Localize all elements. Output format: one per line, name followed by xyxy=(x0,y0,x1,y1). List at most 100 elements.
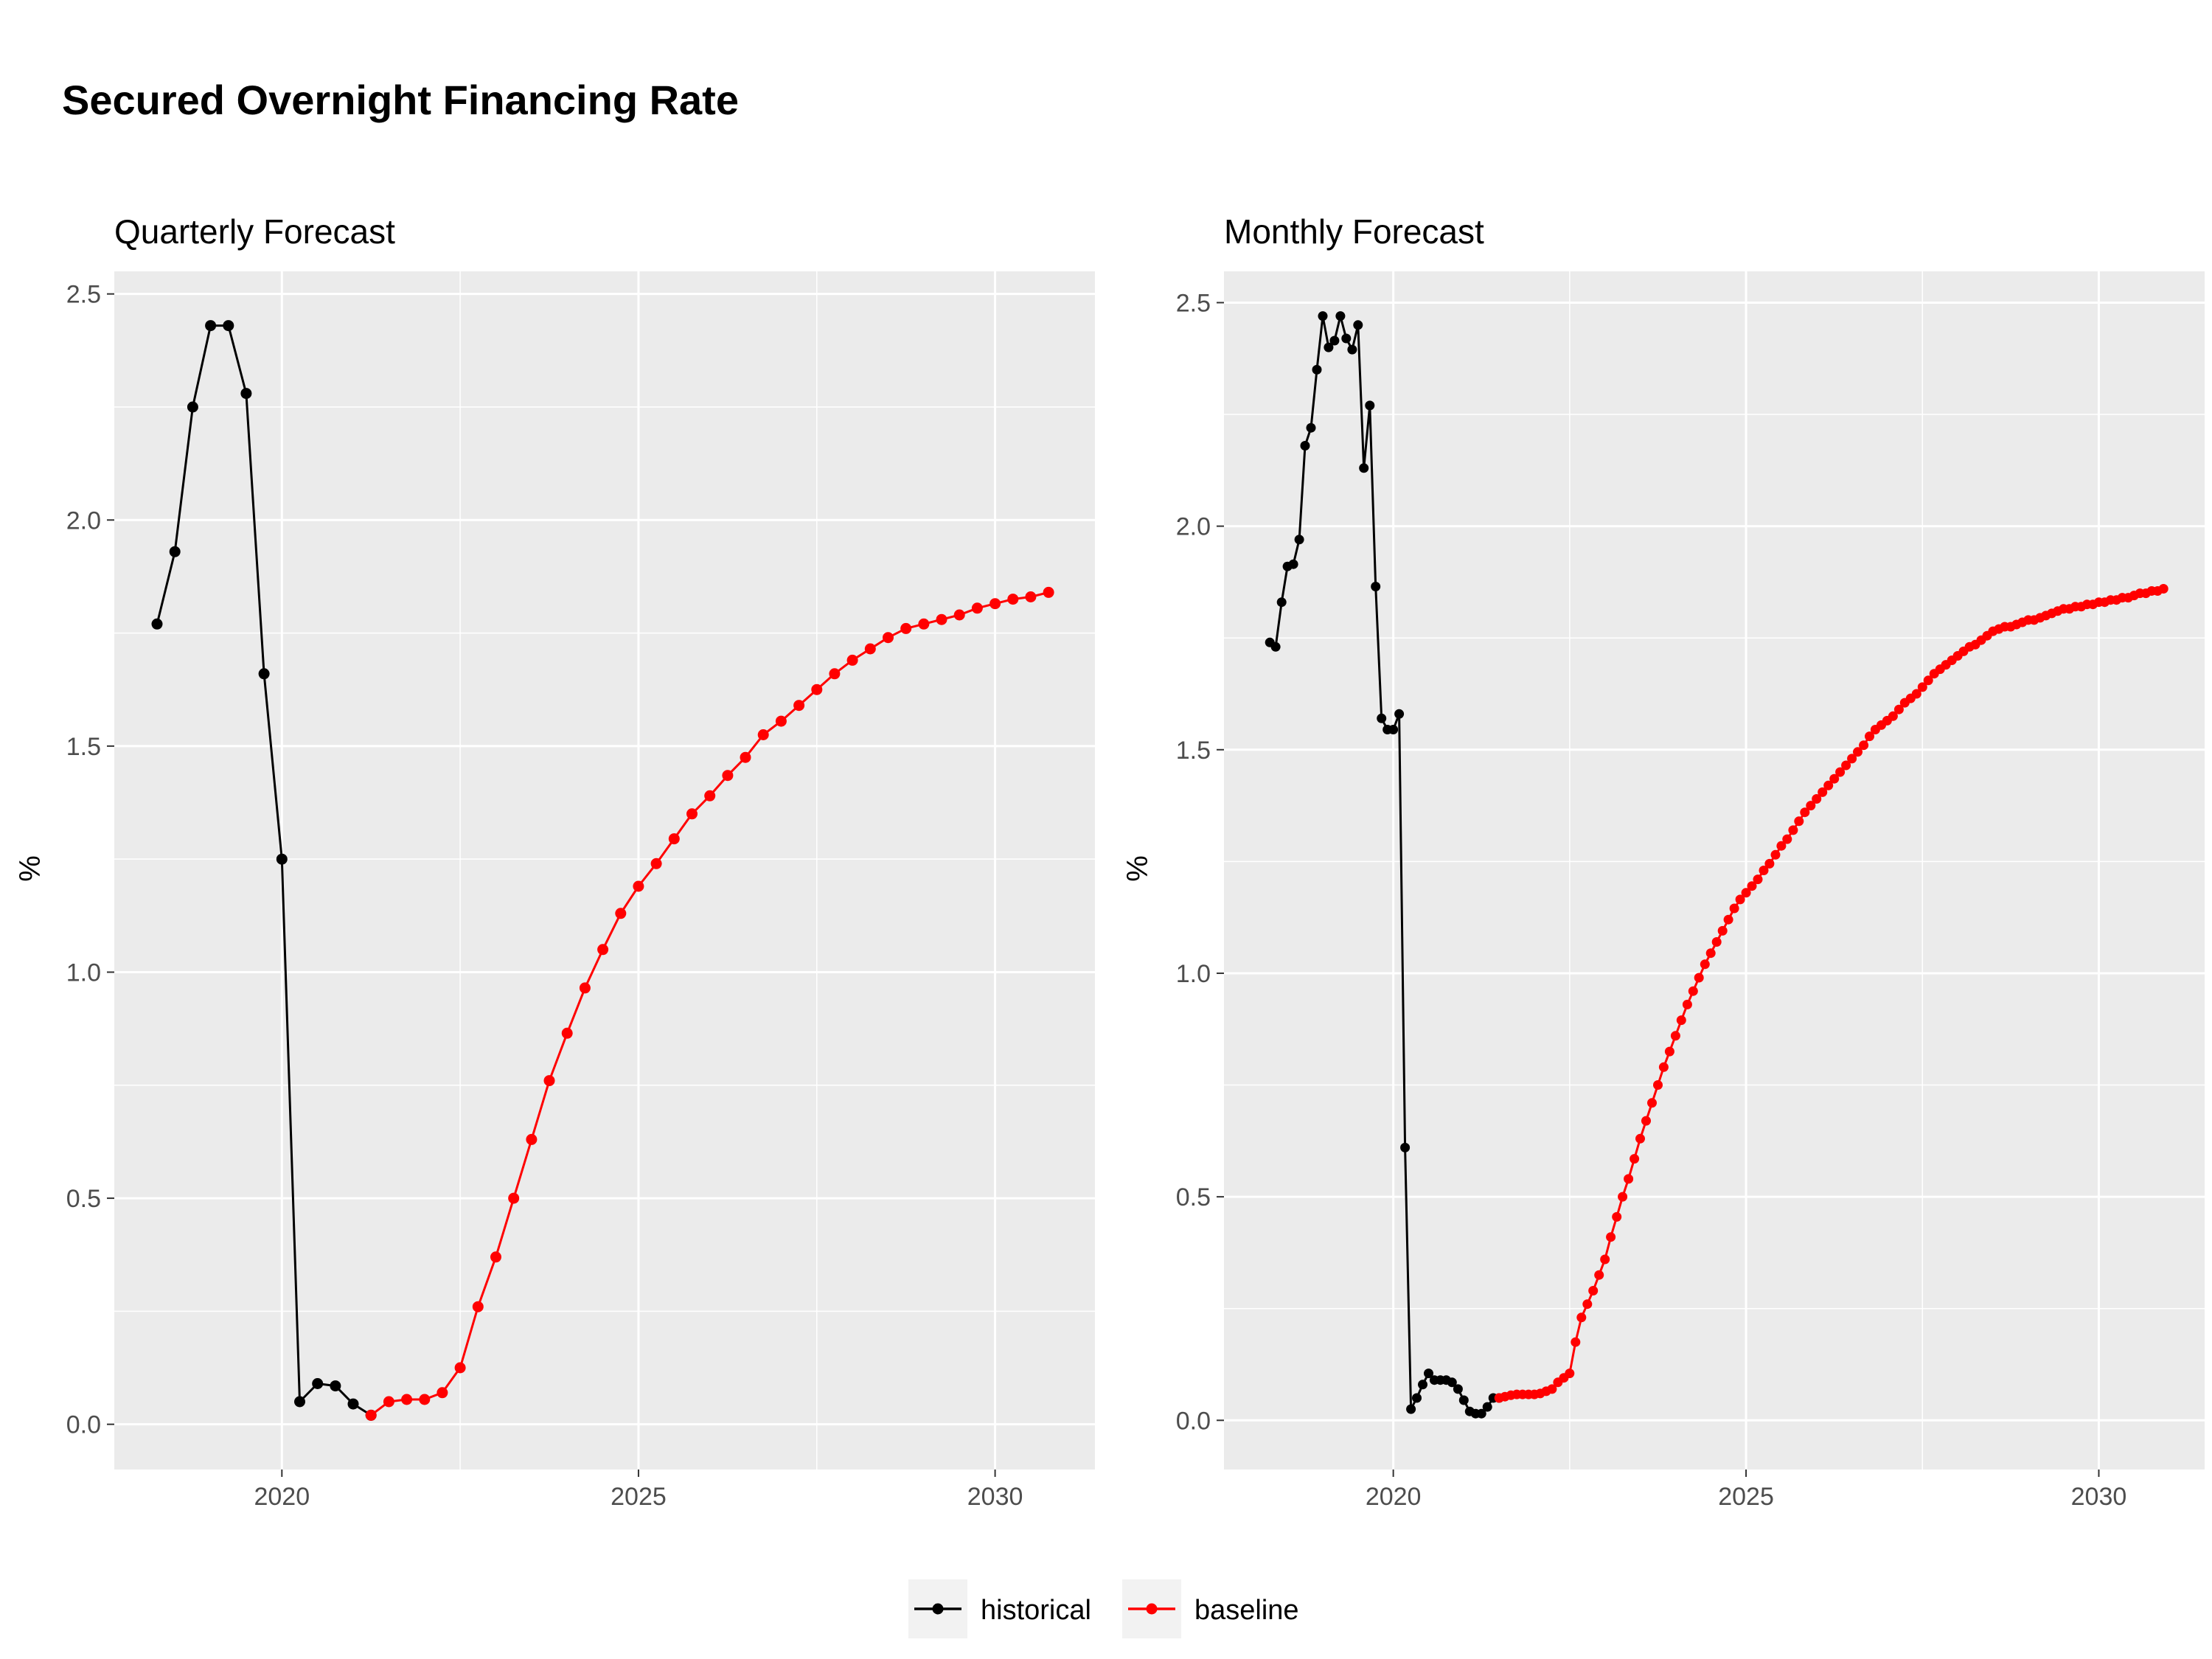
quarterly-forecast-panel: Quarterly Forecast % 0.0 0.5 1.0 1.5 2.0 2.5 2… xyxy=(14,212,1095,1511)
data-point-baseline xyxy=(1829,773,1840,784)
data-point-baseline xyxy=(1865,731,1874,742)
data-point-baseline xyxy=(1565,1368,1575,1379)
data-point-baseline xyxy=(633,880,644,892)
data-point-baseline xyxy=(1705,948,1716,959)
data-point-baseline xyxy=(1688,986,1698,996)
data-point-historical xyxy=(1453,1384,1463,1394)
data-point-baseline xyxy=(1723,914,1733,925)
data-point-baseline xyxy=(2158,584,2168,594)
data-point-historical xyxy=(1335,311,1346,321)
y-tick-label: 0.0 xyxy=(66,1411,101,1439)
data-point-baseline xyxy=(1847,754,1857,764)
data-point-historical xyxy=(276,853,288,865)
y-tick-label: 0.5 xyxy=(66,1185,101,1213)
series-historical-monthly xyxy=(1265,311,1504,1419)
y-tick-label: 2.5 xyxy=(1176,289,1211,317)
data-point-baseline xyxy=(1717,925,1728,936)
data-point-historical xyxy=(1400,1142,1411,1152)
chart-title: Secured Overnight Financing Rate xyxy=(62,77,739,123)
data-point-baseline xyxy=(454,1362,466,1374)
data-point-historical xyxy=(1377,713,1387,723)
data-point-historical xyxy=(330,1380,341,1392)
data-point-historical xyxy=(1476,1408,1486,1419)
y-tick-label: 1.5 xyxy=(66,733,101,761)
data-point-baseline xyxy=(1664,1046,1674,1057)
x-tick-label: 2030 xyxy=(2071,1483,2127,1511)
data-point-baseline xyxy=(1647,1098,1657,1108)
y-tick-label: 2.0 xyxy=(66,507,101,535)
data-point-baseline xyxy=(1859,740,1869,751)
data-point-baseline xyxy=(1735,894,1745,905)
legend-label-historical: historical xyxy=(981,1595,1091,1626)
data-point-baseline xyxy=(490,1251,501,1263)
data-point-baseline xyxy=(1025,591,1037,602)
data-point-baseline xyxy=(1788,825,1798,835)
x-tick-label: 2025 xyxy=(1718,1483,1774,1511)
data-point-baseline xyxy=(437,1387,448,1399)
data-point-baseline xyxy=(1576,1312,1587,1323)
data-point-baseline xyxy=(1711,937,1722,947)
x-tick-label: 2025 xyxy=(611,1483,667,1511)
data-point-baseline xyxy=(1747,881,1757,891)
data-point-baseline xyxy=(1547,1384,1557,1394)
data-point-baseline xyxy=(1823,780,1834,790)
data-point-historical xyxy=(347,1398,359,1410)
data-point-baseline xyxy=(1741,888,1751,898)
data-point-historical xyxy=(1294,535,1304,545)
data-point-baseline xyxy=(650,858,662,869)
data-point-baseline xyxy=(1694,973,1704,983)
data-point-baseline xyxy=(383,1396,394,1408)
data-point-baseline xyxy=(401,1394,413,1405)
gridlines-monthly xyxy=(1224,271,2205,1470)
data-point-baseline xyxy=(829,668,841,680)
data-point-baseline xyxy=(1794,816,1804,827)
data-point-baseline xyxy=(722,770,734,782)
data-point-baseline xyxy=(846,654,858,666)
data-point-historical xyxy=(1329,335,1340,346)
data-point-baseline xyxy=(1700,959,1710,970)
y-tick-label: 0.0 xyxy=(1176,1407,1211,1435)
x-tick-label: 2020 xyxy=(1366,1483,1422,1511)
data-point-baseline xyxy=(1853,747,1863,757)
data-point-baseline xyxy=(472,1301,484,1312)
data-point-baseline xyxy=(1818,787,1828,797)
data-point-baseline xyxy=(1911,689,1921,699)
y-tick-label: 2.0 xyxy=(1176,513,1211,541)
data-point-baseline xyxy=(543,1075,555,1087)
data-point-historical xyxy=(1394,709,1405,719)
data-point-historical xyxy=(1341,333,1352,344)
data-point-historical xyxy=(223,320,234,332)
data-point-baseline xyxy=(1658,1062,1669,1072)
data-point-historical xyxy=(1347,344,1357,355)
data-point-baseline xyxy=(811,684,823,695)
data-point-baseline xyxy=(1888,711,1898,721)
data-point-baseline xyxy=(1800,807,1810,818)
legend-label-baseline: baseline xyxy=(1194,1595,1299,1626)
data-point-baseline xyxy=(1917,682,1927,692)
data-point-baseline xyxy=(1571,1337,1581,1347)
y-axis-title-monthly: % xyxy=(1121,855,1154,882)
data-point-baseline xyxy=(918,618,930,630)
data-point-historical xyxy=(240,388,252,400)
data-point-baseline xyxy=(1782,834,1792,844)
data-point-baseline xyxy=(1007,594,1019,605)
data-point-baseline xyxy=(508,1192,520,1204)
data-point-historical xyxy=(1306,422,1316,433)
data-point-baseline xyxy=(1923,675,1933,686)
data-point-historical xyxy=(1312,364,1322,375)
data-point-historical xyxy=(1288,559,1298,569)
data-point-historical xyxy=(1276,597,1287,608)
x-tick-label: 2020 xyxy=(254,1483,310,1511)
plot-background-monthly xyxy=(1224,271,2205,1470)
data-point-historical xyxy=(151,618,163,630)
data-point-baseline xyxy=(365,1409,377,1421)
data-point-baseline xyxy=(1812,794,1822,804)
data-point-baseline xyxy=(1670,1031,1680,1041)
data-point-baseline xyxy=(1653,1080,1663,1090)
data-point-baseline xyxy=(1641,1116,1651,1126)
data-point-baseline xyxy=(526,1133,538,1145)
data-point-baseline xyxy=(1624,1174,1634,1184)
data-point-baseline xyxy=(1635,1133,1645,1144)
series-baseline-monthly xyxy=(1494,584,2168,1403)
data-point-baseline xyxy=(1841,760,1851,771)
